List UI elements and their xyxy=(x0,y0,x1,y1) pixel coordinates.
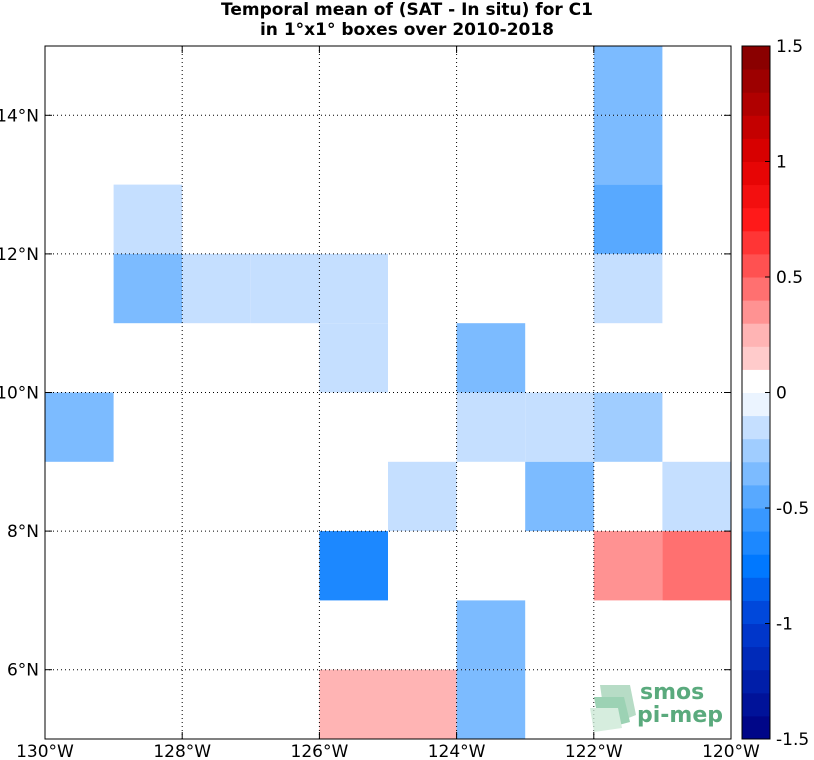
heatmap-cell xyxy=(319,253,388,324)
heatmap-cell xyxy=(525,461,594,532)
heatmap-cell xyxy=(319,531,388,601)
x-tick-label: 122°W xyxy=(565,742,623,760)
heatmap-cell xyxy=(319,669,388,739)
colorbar-tick-label: -1.5 xyxy=(776,730,809,750)
colorbar-segment xyxy=(742,92,770,116)
heatmap-cell xyxy=(182,253,251,324)
colorbar-segment xyxy=(742,184,770,209)
colorbar-segment xyxy=(742,346,770,370)
heatmap-cell xyxy=(593,46,663,116)
x-tick-label: 128°W xyxy=(153,742,211,760)
heatmap-cell xyxy=(388,461,457,532)
y-tick-label: 14°N xyxy=(0,106,39,126)
heatmap-cell xyxy=(319,323,388,393)
colorbar-segment xyxy=(742,69,770,93)
colorbar-segment xyxy=(742,646,770,671)
colorbar-segment xyxy=(742,277,770,301)
heatmap-cell xyxy=(250,253,320,324)
colorbar-segment xyxy=(742,484,770,509)
heatmap-cell xyxy=(456,669,526,739)
smos-pi-mep-logo: smos pi-mep xyxy=(590,680,723,732)
colorbar-segment xyxy=(742,438,770,463)
colorbar-segment xyxy=(742,392,770,417)
colorbar-tick-label: 0 xyxy=(776,384,787,404)
chart-subtitle: in 1°x1° boxes over 2010-2018 xyxy=(259,20,555,40)
heatmap-cell xyxy=(456,392,526,462)
heatmap-cell xyxy=(593,115,663,185)
colorbar-segment xyxy=(742,600,770,624)
x-tick-label: 130°W xyxy=(16,742,74,760)
logo-line1: smos xyxy=(640,680,704,705)
heatmap-cell xyxy=(388,669,457,739)
colorbar-segment xyxy=(742,669,770,694)
colorbar-segment xyxy=(742,369,770,393)
colorbar-segment xyxy=(742,577,770,601)
heatmap-cell xyxy=(593,392,663,462)
colorbar-tick-label: -1 xyxy=(776,615,793,635)
heatmap-cell xyxy=(456,600,526,670)
colorbar-segment xyxy=(742,715,770,740)
heatmap-cell xyxy=(593,184,663,254)
heatmap-cell xyxy=(525,392,594,462)
colorbar-segment xyxy=(742,531,770,555)
colorbar-segment xyxy=(742,692,770,717)
axes: 130°W 128°W 126°W 124°W 122°W 120°W 6°N 8°N 10°N… xyxy=(0,45,760,760)
heatmap-cell xyxy=(113,184,183,254)
y-tick-label: 6°N xyxy=(7,661,39,681)
heatmap-cell xyxy=(113,253,183,324)
colorbar-segment xyxy=(742,115,770,139)
heatmap-cell xyxy=(662,461,731,532)
colorbar-segment xyxy=(742,161,770,186)
colorbar-tick-label: 1 xyxy=(776,153,787,173)
x-tick-label: 126°W xyxy=(291,742,349,760)
y-tick-label: 12°N xyxy=(0,245,39,265)
logo-mark xyxy=(590,685,636,732)
colorbar-segment xyxy=(742,415,770,440)
y-tick-label: 10°N xyxy=(0,384,39,404)
colorbar-tick-label: -0.5 xyxy=(776,499,809,519)
colorbar-segment xyxy=(742,46,770,70)
heatmap-cell xyxy=(593,253,663,324)
heatmap-cell xyxy=(456,323,526,393)
colorbar-tick-label: 0.5 xyxy=(776,268,803,288)
colorbar-segment xyxy=(742,623,770,648)
colorbar-segment xyxy=(742,138,770,162)
colorbar-segment xyxy=(742,554,770,578)
colorbar: 1.5 1 0.5 0 -0.5 -1 -1.5 xyxy=(741,37,809,750)
logo-line2: pi-mep xyxy=(637,703,723,728)
colorbar-segment xyxy=(742,300,770,324)
heatmap-cell xyxy=(662,531,731,601)
colorbar-tick-label: 1.5 xyxy=(776,37,803,57)
heatmap-cells xyxy=(45,46,731,739)
x-tick-label: 124°W xyxy=(428,742,486,760)
heatmap-cell xyxy=(45,392,114,462)
heatmap-cell xyxy=(593,531,663,601)
colorbar-segment xyxy=(742,323,770,347)
colorbar-segment xyxy=(742,508,770,532)
colorbar-segment xyxy=(742,230,770,255)
chart-title: Temporal mean of (SAT - In situ) for C1 xyxy=(221,0,593,20)
x-tick-label: 120°W xyxy=(702,742,760,760)
colorbar-segment xyxy=(742,253,770,278)
colorbar-segment xyxy=(742,461,770,486)
y-tick-label: 8°N xyxy=(7,522,39,542)
colorbar-segment xyxy=(742,207,770,232)
